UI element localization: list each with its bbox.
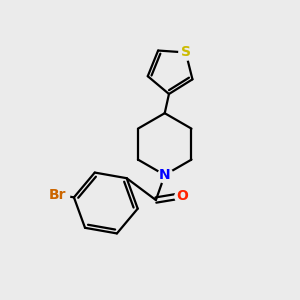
Text: O: O bbox=[176, 189, 188, 202]
Text: Br: Br bbox=[49, 188, 67, 202]
Text: S: S bbox=[181, 46, 191, 59]
Text: N: N bbox=[159, 168, 170, 182]
